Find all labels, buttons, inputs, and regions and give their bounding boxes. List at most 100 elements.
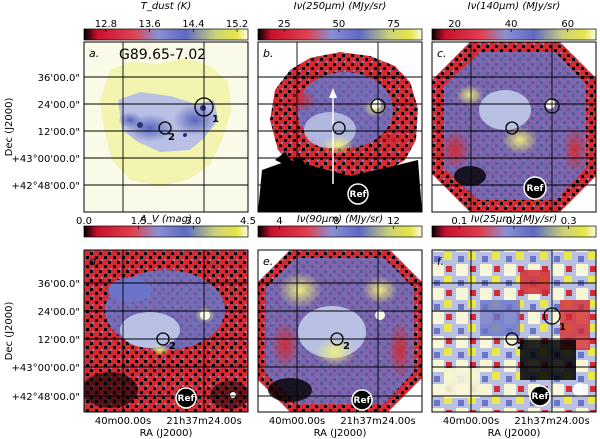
y-axis-label-top: Dec (J2000)	[4, 98, 15, 157]
colorbar-d: 0.0 1.5 3.0 4.5	[76, 216, 256, 238]
ref-marker-d: Ref	[175, 387, 197, 409]
colorbar-tick-label: 40	[505, 19, 518, 30]
panel-label-c: c.	[437, 47, 447, 60]
ra-tick-label: 40m00.00s	[269, 416, 325, 427]
source-number-1-a: 1	[212, 114, 219, 125]
source-marker-2-c	[505, 121, 519, 135]
dec-tick-label: 24'00.0"	[38, 100, 80, 111]
colorbar-title-f: Iν(25μm) (MJy/sr)	[471, 214, 557, 225]
dec-tick-label: +42°48'00.0"	[12, 181, 80, 192]
ra-ticks: 40m00.00s 21h37m24.00s 40m00.00s 21h37m24.0…	[95, 416, 590, 427]
colorbar-ticks-e: 4 8 12	[276, 216, 400, 229]
ra-tick-label: 40m00.00s	[443, 416, 499, 427]
map-f	[432, 250, 596, 412]
dec-tick-label: 36'00.0"	[38, 73, 80, 84]
source-marker-2-b	[332, 121, 346, 135]
panel-label-a: a.	[89, 47, 99, 60]
source-marker-2-e	[330, 332, 344, 346]
colorbar-ticks-a: 12.8 13.6 14.4 15.2	[95, 19, 248, 32]
colorbar-tick-label: 3.0	[185, 216, 201, 227]
colorbar-f: 0.1 0.2 0.3	[431, 216, 597, 238]
colorbar-b: 25 50 75	[257, 19, 423, 41]
x-axis-label-d: RA (J2000)	[140, 428, 193, 439]
colorbar-title-b: Iν(250μm) (MJy/sr)	[294, 1, 387, 12]
source-marker-2-d	[156, 332, 170, 346]
source-marker-2-f	[505, 332, 519, 346]
panel-c: Iν(140μm) (MJy/sr) 20 40 60 c.	[431, 1, 597, 213]
colorbar-tick-label: 12.8	[95, 19, 117, 30]
x-axis-label-f: RA (J2000)	[488, 428, 541, 439]
panel-f: Iν(25μm) (MJy/sr) 0.1 0.2 0.3 f. 1	[431, 214, 597, 413]
colorbar-c: 20 40 60	[431, 19, 597, 41]
colorbar-a: 12.8 13.6 14.4 15.2	[83, 19, 249, 41]
dec-ticks-top: 36'00.0" 24'00.0" 12'00.0" +43°00'00.0" +42°…	[12, 73, 80, 192]
colorbar-tick-label: 60	[561, 19, 574, 30]
colorbar-tick-label: 0.0	[76, 216, 92, 227]
y-axis-label-bottom: Dec (J2000)	[4, 302, 15, 361]
colorbar-tick-label: 0.1	[451, 216, 467, 227]
colorbar-tick-label: 4.5	[240, 216, 256, 227]
colorbar-tick-label: 1.5	[131, 216, 147, 227]
ref-label-c: Ref	[527, 184, 544, 194]
dec-tick-label: 24'00.0"	[38, 307, 80, 318]
panel-label-b: b.	[263, 47, 273, 60]
source-number-2-e: 2	[343, 341, 350, 352]
colorbar-tick-label: 4	[276, 216, 282, 227]
colorbar-title-e: Iν(90μm) (MJy/sr)	[297, 214, 383, 225]
colorbar-title-d: A_V (mag)	[139, 214, 192, 225]
ref-marker-f: Ref	[529, 385, 551, 407]
grid-a	[84, 42, 248, 212]
source-marker-1-c	[544, 98, 560, 114]
ref-label-e: Ref	[354, 396, 371, 406]
ra-tick-label: 21h37m24.00s	[166, 416, 241, 427]
direction-arrow-b	[329, 88, 337, 184]
colorbar-title-c: Iν(140μm) (MJy/sr)	[468, 1, 561, 12]
colorbar-tick-label: 15.2	[226, 19, 248, 30]
panel-label-e: e.	[263, 255, 273, 268]
colorbar-tick-label: 25	[278, 19, 291, 30]
ra-tick-label: 21h37m24.00s	[340, 416, 415, 427]
dec-tick-label: 36'00.0"	[38, 279, 80, 290]
source-number-2-a: 2	[168, 132, 175, 143]
ref-marker-c: Ref	[523, 176, 547, 200]
colorbar-tick-label: 50	[333, 19, 346, 30]
colorbar-ticks-b: 25 50 75	[278, 19, 400, 32]
ra-tick-label: 40m00.00s	[95, 416, 151, 427]
map-c	[432, 42, 596, 212]
dec-tick-label: +43°00'00.0"	[12, 154, 80, 165]
source-marker-1-f	[543, 307, 561, 325]
panel-d: A_V (mag) 0.0 1.5 3.0 4.5 d.	[76, 214, 256, 413]
ref-label-d: Ref	[178, 394, 195, 404]
colorbar-tick-label: 0.3	[561, 216, 577, 227]
map-a	[84, 42, 248, 212]
colorbar-tick-label: 13.6	[138, 19, 160, 30]
colorbar-tick-label: 0.2	[506, 216, 522, 227]
ref-marker-e: Ref	[351, 389, 373, 411]
grid-c	[432, 42, 596, 212]
map-d	[84, 250, 248, 412]
colorbar-e: 4 8 12	[257, 216, 423, 238]
ra-tick-label: 21h37m24.00s	[514, 416, 589, 427]
source-number-1-f: 1	[559, 322, 566, 333]
panel-b: Iν(250μm) (MJy/sr) 25 50 75	[257, 1, 423, 213]
grid-b	[258, 42, 422, 212]
panel-a: T_dust (K) 12.8 13.6 14.4 15.2 a. G	[83, 1, 249, 213]
source-name-a: G89.65-7.02	[119, 47, 206, 63]
panel-e: Iν(90μm) (MJy/sr) 4 8 12	[257, 214, 423, 413]
source-marker-2-a	[158, 121, 172, 135]
panel-label-d: d.	[89, 255, 99, 268]
source-marker-1-a	[194, 97, 214, 117]
dec-tick-label: 12'00.0"	[38, 335, 80, 346]
ref-label-f: Ref	[532, 392, 549, 402]
dec-tick-label: +42°48'00.0"	[12, 392, 80, 403]
colorbar-tick-label: 20	[448, 19, 461, 30]
colorbar-tick-label: 75	[387, 19, 400, 30]
map-b	[258, 42, 422, 212]
colorbar-tick-label: 12	[387, 216, 400, 227]
map-e	[258, 250, 422, 412]
x-axis-label-e: RA (J2000)	[314, 428, 367, 439]
grid-f	[432, 250, 596, 412]
dec-tick-label: +43°00'00.0"	[12, 363, 80, 374]
source-marker-1-b	[370, 98, 386, 114]
